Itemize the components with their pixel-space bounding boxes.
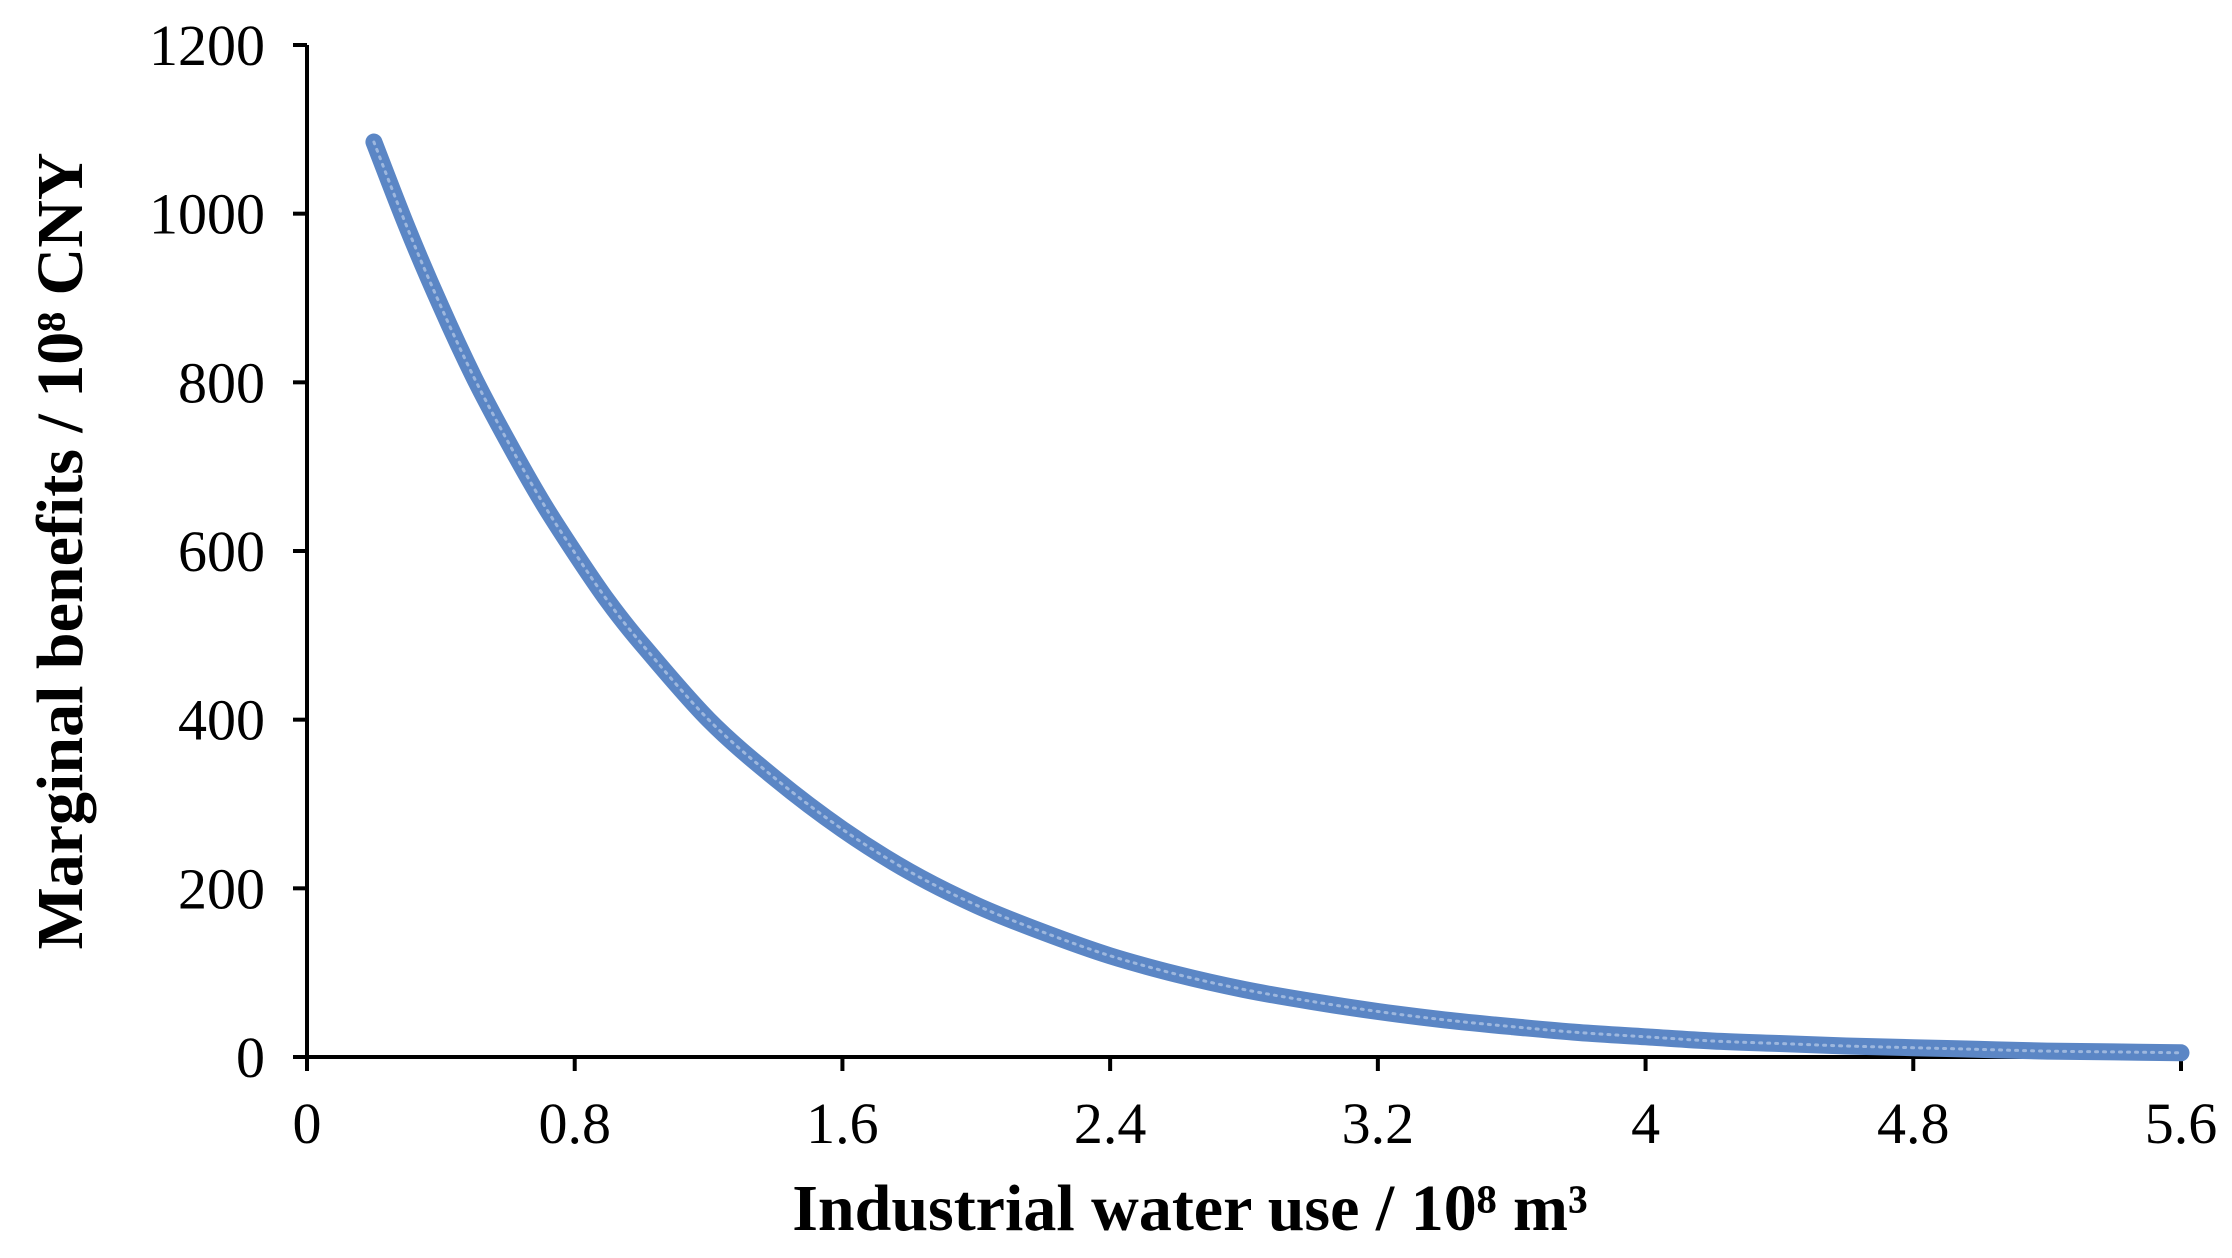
x-tick-label: 0.8: [538, 1091, 611, 1156]
y-axis-title: Marginal benefits / 10⁸ CNY: [24, 152, 97, 949]
x-tick-label: 4.8: [1877, 1091, 1950, 1156]
x-tick-label: 2.4: [1074, 1091, 1147, 1156]
y-tick-label: 200: [178, 856, 265, 921]
y-tick-label: 1000: [149, 182, 265, 247]
series-layer: [365, 133, 2190, 1062]
y-tick-label: 400: [178, 688, 265, 753]
y-tick-label: 0: [236, 1025, 265, 1090]
series-line: [365, 133, 2190, 1062]
y-axis-ticks: 0 200 400 600 800 1000 1200: [149, 13, 307, 1090]
x-tick-label: 4: [1631, 1091, 1660, 1156]
x-axis-title: Industrial water use / 10⁸ m³: [792, 1172, 1588, 1245]
y-tick-label: 600: [178, 519, 265, 584]
series-line-texture: [372, 140, 2183, 1055]
y-tick-label: 800: [178, 350, 265, 415]
x-tick-label: 3.2: [1342, 1091, 1415, 1156]
x-tick-label: 1.6: [806, 1091, 879, 1156]
x-axis-ticks: 0 0.8 1.6 2.4 3.2 4 4.8 5.6: [293, 1057, 2218, 1156]
x-tick-label: 5.6: [2145, 1091, 2218, 1156]
x-tick-label: 0: [293, 1091, 322, 1156]
y-tick-label: 1200: [149, 13, 265, 78]
